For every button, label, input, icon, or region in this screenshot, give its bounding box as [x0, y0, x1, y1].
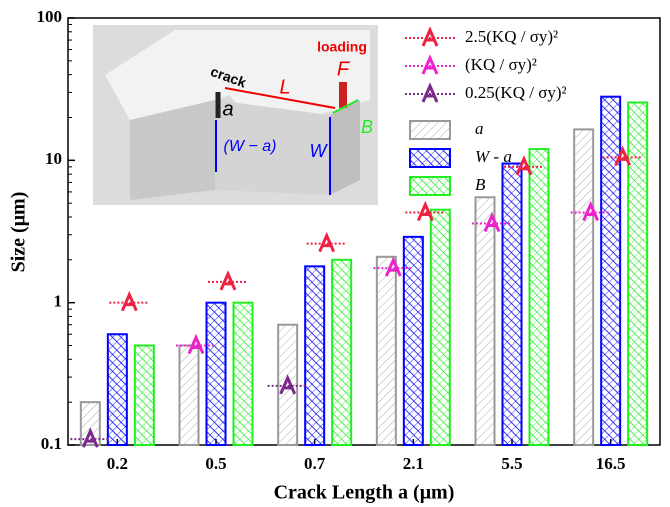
- legend-swatch: [410, 149, 450, 167]
- bar: [628, 102, 647, 445]
- inset-label: W: [310, 141, 329, 161]
- x-tick-label: 2.1: [403, 454, 424, 473]
- legend-label: a: [475, 119, 484, 138]
- inset-end: [330, 100, 360, 195]
- y-tick-label: 0.1: [41, 434, 62, 453]
- inset-label: loading: [317, 39, 367, 55]
- y-tick-label: 1: [54, 292, 63, 311]
- marker: [122, 295, 136, 311]
- x-tick-label: 0.5: [205, 454, 226, 473]
- bar: [377, 257, 396, 445]
- inset-label: B: [361, 117, 373, 137]
- x-tick-label: 0.7: [304, 454, 326, 473]
- legend-label: (KQ / σy)²: [465, 55, 537, 74]
- inset-label: a: [222, 98, 233, 120]
- inset-label: L: [279, 76, 290, 98]
- bar: [503, 164, 522, 445]
- legend-label: B: [475, 175, 486, 194]
- y-tick-label: 100: [37, 7, 63, 26]
- bar: [530, 149, 549, 445]
- load-pin: [339, 82, 347, 108]
- bar: [476, 197, 495, 445]
- bar: [135, 346, 154, 445]
- x-tick-label: 0.2: [107, 454, 128, 473]
- bar: [574, 129, 593, 445]
- legend-label: W - a: [475, 147, 512, 166]
- x-tick-label: 16.5: [596, 454, 626, 473]
- inset: loading F crack L a (W − a) B W: [93, 25, 378, 205]
- x-tick-label: 5.5: [501, 454, 522, 473]
- bar: [601, 97, 620, 445]
- bar: [180, 346, 199, 445]
- legend-label: 0.25(KQ / σy)²: [465, 83, 567, 102]
- inset-label: (W − a): [224, 138, 277, 155]
- chart: Crack Length a (μm) Size (μm) loading F …: [0, 0, 670, 507]
- bar: [431, 210, 450, 445]
- y-tick-label: 10: [45, 149, 62, 168]
- bar: [332, 260, 351, 445]
- y-axis-title: Size (μm): [8, 192, 30, 273]
- bar: [207, 303, 226, 445]
- inset-label: F: [337, 58, 351, 80]
- bar: [108, 334, 127, 445]
- legend-label: 2.5(KQ / σy)²: [465, 27, 558, 46]
- x-axis-title: Crack Length a (μm): [274, 482, 455, 504]
- bar: [305, 266, 324, 445]
- bar: [278, 325, 297, 445]
- bar: [234, 303, 253, 445]
- legend-swatch: [410, 177, 450, 195]
- legend-swatch: [410, 121, 450, 139]
